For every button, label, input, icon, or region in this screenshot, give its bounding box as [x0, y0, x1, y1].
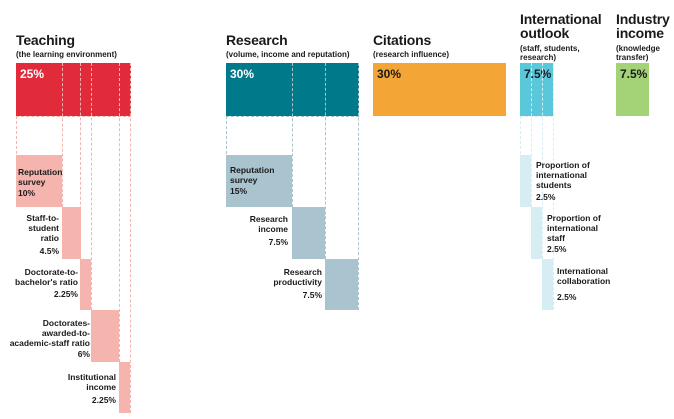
- international-sub-weight: 2.5%: [536, 192, 556, 202]
- teaching-divider: [130, 63, 131, 413]
- research-divider: [226, 116, 227, 154]
- international-sub-weight: 2.5%: [557, 292, 577, 302]
- international-divider: [542, 63, 543, 259]
- teaching-sub-bar: [16, 155, 62, 207]
- teaching-sub-bar: [119, 362, 130, 413]
- teaching-sub-weight: 2.25%: [53, 289, 78, 299]
- research-subtitle: (volume, income and reputation): [226, 50, 350, 59]
- teaching-sub-bar: [91, 310, 119, 362]
- international-main-weight: 7.5%: [524, 67, 552, 81]
- international-title: International outlook: [520, 11, 602, 41]
- teaching-sub-label: Reputation survey: [18, 167, 63, 187]
- international-main-bar: [520, 63, 553, 116]
- international-divider: [520, 116, 553, 117]
- research-sub-label: Reputation survey: [230, 165, 275, 185]
- citations-subtitle: (research influence): [373, 50, 450, 59]
- research-divider: [325, 63, 326, 259]
- research-sub-weight: 7.5%: [302, 290, 322, 300]
- research-main-weight: 30%: [230, 67, 255, 81]
- international-sub-label: International collaboration: [557, 266, 611, 286]
- research-sub-bar: [325, 259, 358, 310]
- international-sub-label: Proportion of international staff: [547, 213, 601, 243]
- international-sub-bar: [531, 207, 542, 259]
- teaching-sub-bar: [80, 259, 91, 310]
- research-title: Research: [226, 32, 288, 48]
- teaching-sub-weight: 2.25%: [91, 395, 116, 405]
- teaching-sub-label: Doctorate-to-bachelor's ratio: [15, 267, 78, 287]
- teaching-sub-weight: 6%: [77, 349, 90, 359]
- citations-title: Citations: [373, 32, 432, 48]
- teaching-divider: [119, 63, 120, 362]
- teaching-sub-label: Doctorates-awarded-to-academic-staff rat…: [9, 318, 90, 348]
- teaching-divider: [80, 63, 81, 259]
- teaching-sub-bar: [62, 207, 81, 259]
- research-sub-bar: [292, 207, 325, 259]
- teaching-sub-label: Institutional income: [67, 372, 116, 392]
- international-sub-bar: [542, 259, 553, 310]
- international-divider: [553, 63, 554, 310]
- teaching-subtitle: (the learning environment): [16, 50, 117, 59]
- international-sub-label: Proportion of international students: [536, 160, 590, 190]
- industry-subtitle: (knowledge transfer): [616, 44, 661, 62]
- teaching-divider: [62, 63, 63, 207]
- citations-main-bar: [373, 63, 506, 116]
- teaching-sub-weight: 10%: [18, 188, 36, 198]
- research-divider: [292, 63, 293, 207]
- research-sub-bar: [226, 155, 292, 207]
- research-divider: [226, 116, 359, 117]
- research-sub-weight: 15%: [230, 186, 248, 196]
- teaching-main-bar: [16, 63, 131, 116]
- teaching-sub-weight: 4.5%: [39, 246, 59, 256]
- teaching-sub-label: Staff-to-student ratio: [26, 213, 59, 243]
- international-divider: [520, 116, 521, 154]
- research-sub-label: Research income: [249, 214, 288, 234]
- teaching-divider: [91, 63, 92, 310]
- research-sub-label: Research productivity: [273, 267, 322, 287]
- industry-title: Industry income: [616, 11, 670, 41]
- research-divider: [358, 63, 359, 310]
- teaching-main-weight: 25%: [20, 67, 45, 81]
- citations-main-weight: 30%: [377, 67, 402, 81]
- industry-main-bar: [616, 63, 649, 116]
- international-divider: [531, 63, 532, 207]
- industry-main-weight: 7.5%: [620, 67, 648, 81]
- teaching-divider: [16, 116, 17, 154]
- international-sub-weight: 2.5%: [547, 244, 567, 254]
- international-subtitle: (staff, students, research): [520, 44, 580, 62]
- research-sub-weight: 7.5%: [268, 237, 288, 247]
- teaching-divider: [16, 116, 131, 117]
- international-sub-bar: [520, 155, 531, 207]
- teaching-title: Teaching: [16, 32, 75, 48]
